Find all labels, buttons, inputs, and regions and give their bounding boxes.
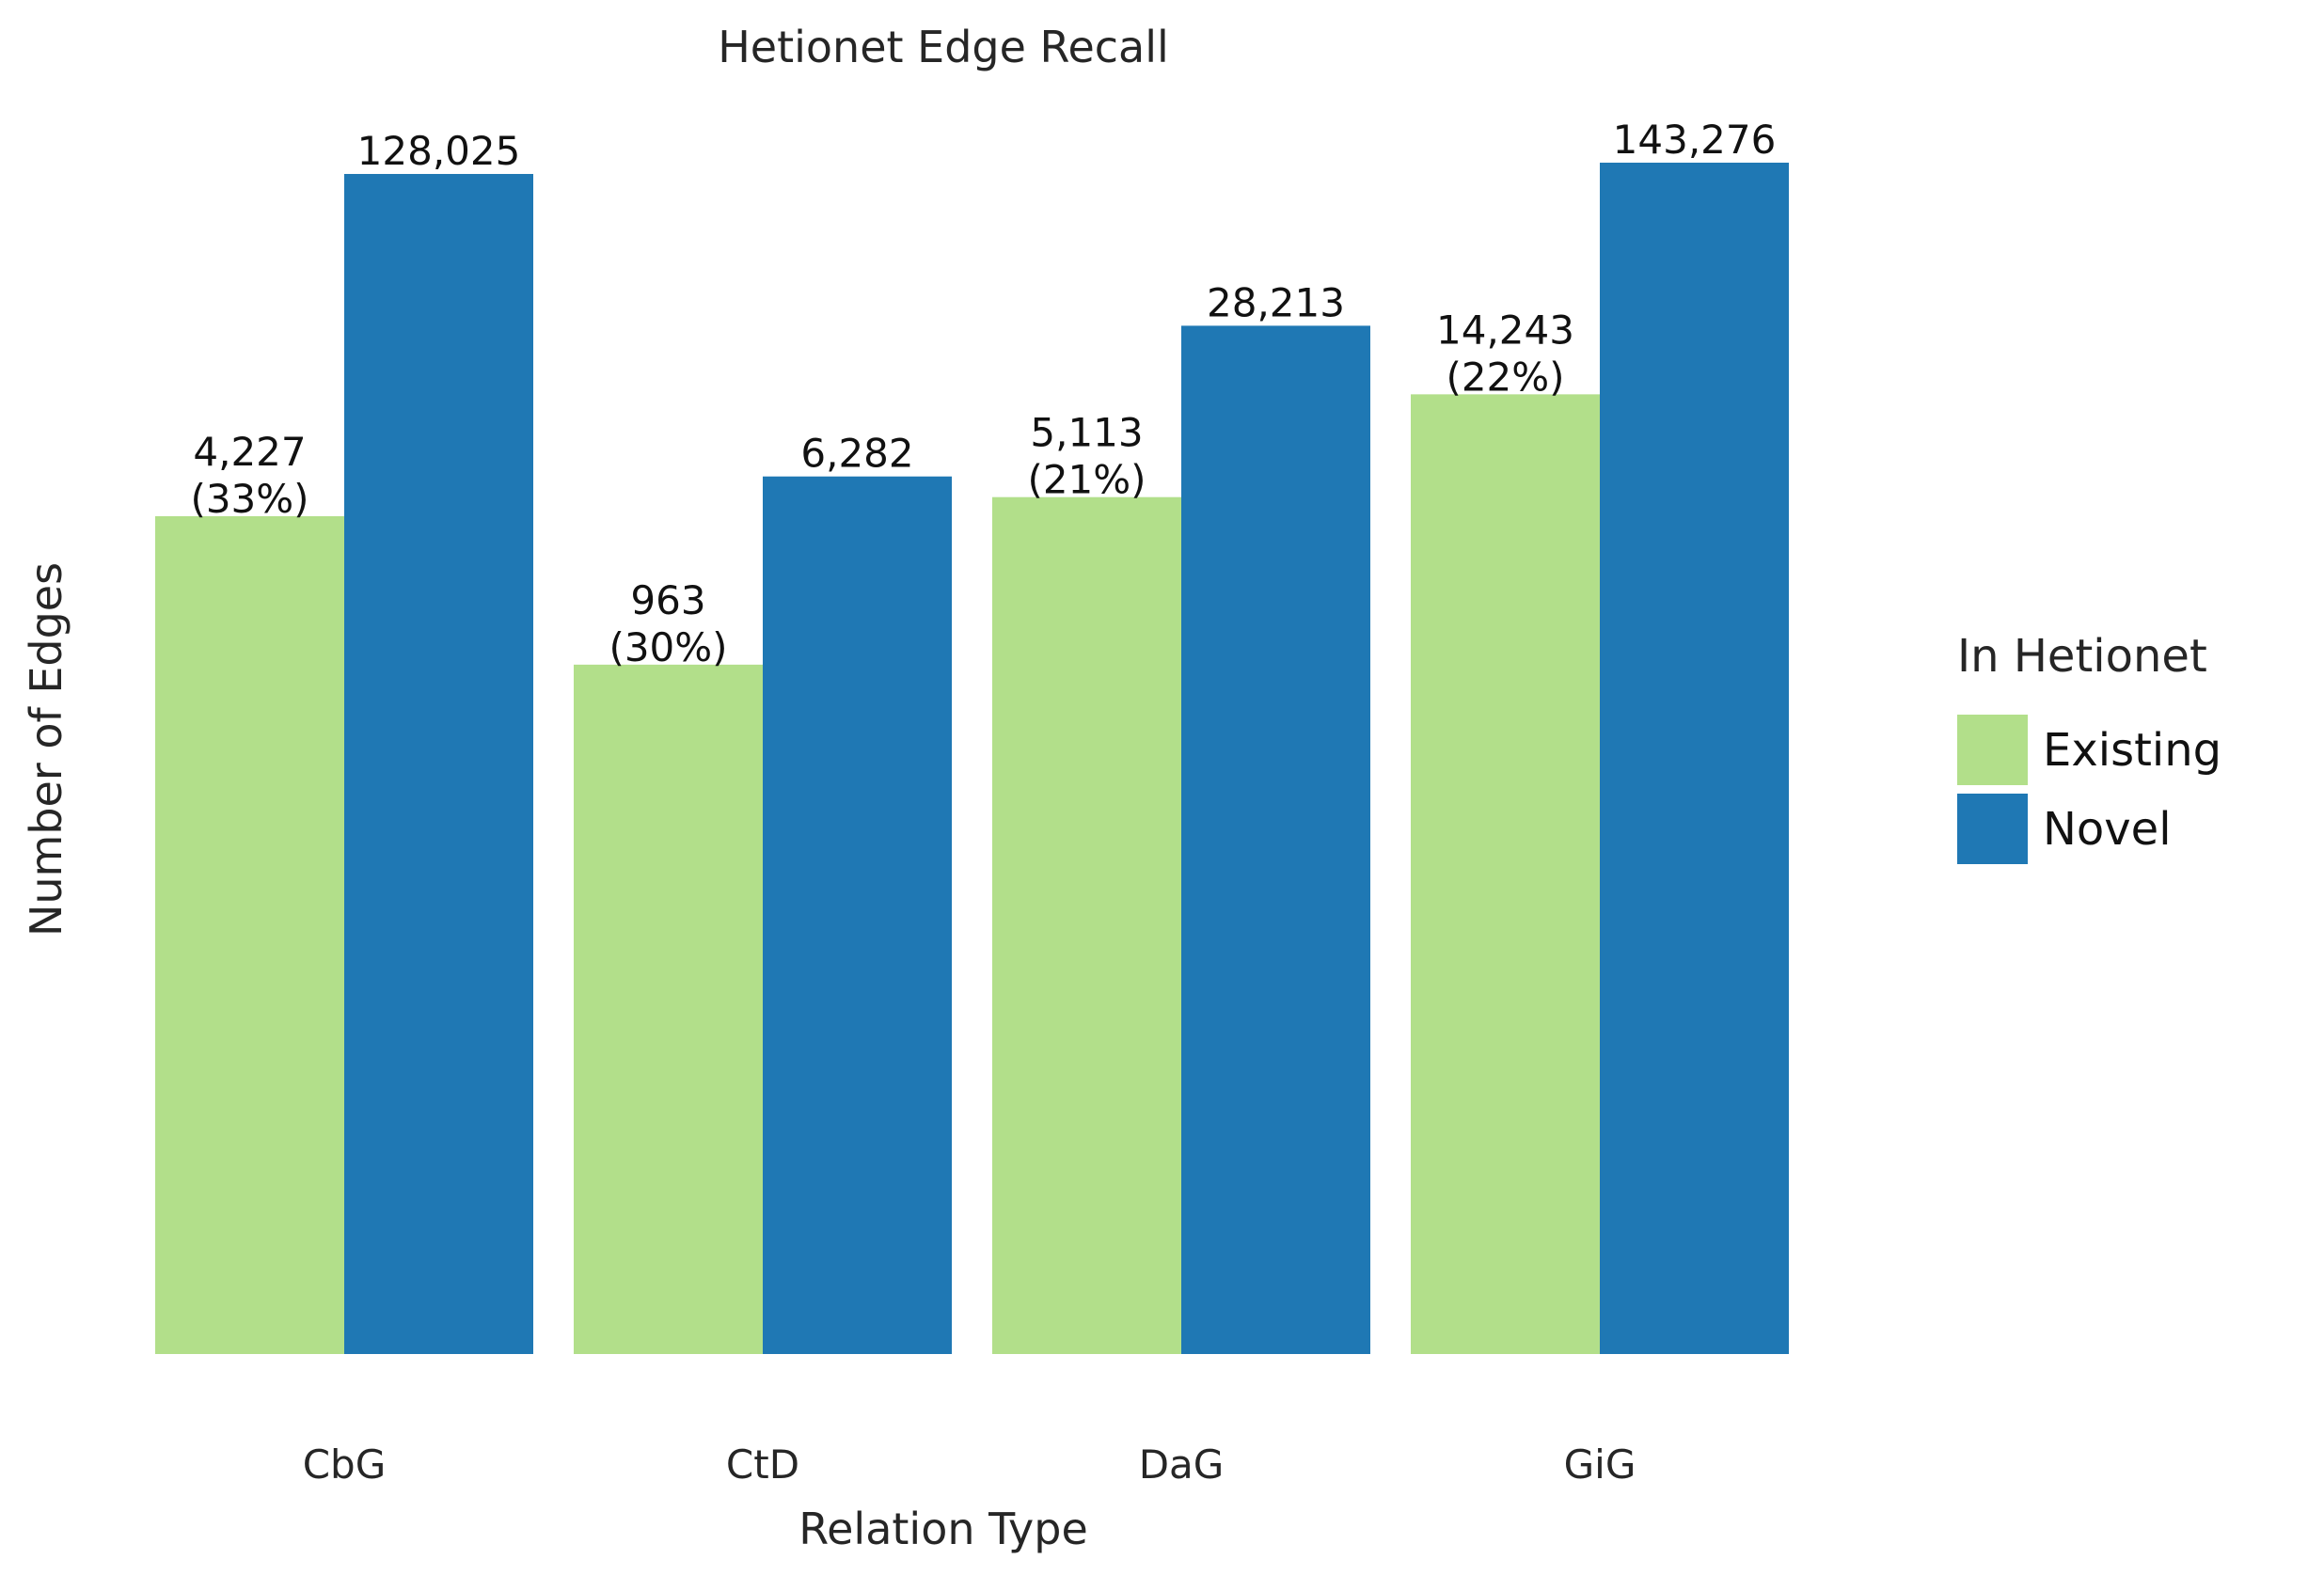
bars-group xyxy=(155,163,1789,1355)
legend-swatch-existing xyxy=(1957,715,2028,785)
chart-title: Hetionet Edge Recall xyxy=(718,22,1169,72)
legend: In Hetionet Existing Novel xyxy=(1957,630,2221,864)
legend-title: In Hetionet xyxy=(1957,630,2207,683)
x-tick-label: CbG xyxy=(303,1441,387,1488)
data-label-value: 5,113 xyxy=(1030,410,1143,456)
x-tick-label: CtD xyxy=(726,1441,799,1488)
legend-label-novel: Novel xyxy=(2043,803,2172,856)
bar-existing-gig xyxy=(1411,394,1600,1354)
bar-existing-dag xyxy=(992,496,1181,1354)
bar-existing-cbg xyxy=(155,515,344,1354)
x-tick-label: DaG xyxy=(1139,1441,1225,1488)
data-label-percent: (33%) xyxy=(190,476,308,522)
data-label-value: 143,276 xyxy=(1613,117,1777,163)
x-tick-label: GiG xyxy=(1564,1441,1636,1488)
data-label-percent: (30%) xyxy=(609,624,727,670)
x-axis-label: Relation Type xyxy=(798,1504,1088,1554)
bar-novel-gig xyxy=(1600,163,1789,1354)
data-label-value: 963 xyxy=(630,577,705,623)
data-label-value: 4,227 xyxy=(193,429,306,475)
legend-swatch-novel xyxy=(1957,794,2028,864)
bar-existing-ctd xyxy=(574,664,763,1354)
data-label-value: 28,213 xyxy=(1207,279,1345,325)
bar-novel-dag xyxy=(1181,325,1370,1355)
data-label-value: 128,025 xyxy=(357,128,521,174)
data-label-value: 6,282 xyxy=(800,431,913,477)
y-axis-label: Number of Edges xyxy=(21,562,71,937)
data-label-percent: (21%) xyxy=(1027,457,1146,503)
data-label-percent: (22%) xyxy=(1446,354,1564,400)
x-tick-labels: CbG CtD DaG GiG xyxy=(303,1441,1636,1488)
legend-label-existing: Existing xyxy=(2043,724,2221,777)
bar-novel-ctd xyxy=(763,476,952,1355)
bar-novel-cbg xyxy=(344,174,533,1354)
data-label-value: 14,243 xyxy=(1436,307,1574,353)
data-labels-group: 4,227(33%) 128,025 963(30%) 6,282 5,113(21%)… xyxy=(190,117,1776,670)
